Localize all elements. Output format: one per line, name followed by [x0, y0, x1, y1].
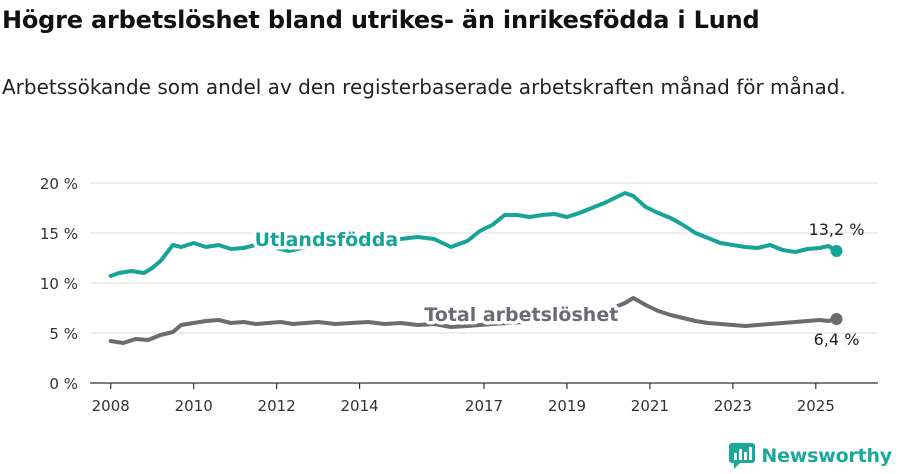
x-tick-label: 2017 [465, 397, 503, 415]
gridlines [90, 182, 878, 334]
y-tick-label: 0 % [49, 375, 78, 393]
x-tick-label: 2025 [797, 397, 835, 415]
x-axis: 2008 2010 2012 2014 2017 2019 2021 2023 2025 [90, 382, 878, 415]
y-tick-label: 20 % [40, 175, 78, 193]
x-tick-label: 2012 [258, 397, 296, 415]
series-labels: 13,2 % 6,4 % Utlandsfödda Total arbetslöshe… [251, 220, 865, 349]
series-annotation: Total arbetslöshet [424, 304, 618, 326]
logo-icon [729, 443, 756, 469]
series-line-utlandsfodda [108, 191, 839, 278]
series-annotation: Utlandsfödda [255, 229, 399, 251]
y-tick-label: 15 % [40, 225, 78, 243]
chart-subtitle: Arbetssökande som andel av den registerb… [2, 75, 846, 99]
series-line-total [108, 296, 839, 345]
x-tick-label: 2008 [92, 397, 130, 415]
x-tick-label: 2021 [631, 397, 669, 415]
chart-title: Högre arbetslöshet bland utrikes- än inr… [2, 6, 760, 34]
newsworthy-logo: Newsworthy [729, 443, 892, 469]
series-end-label: 6,4 % [814, 330, 860, 349]
logo-text: Newsworthy [761, 445, 892, 467]
x-tick-label: 2019 [548, 397, 586, 415]
series-end-label: 13,2 % [809, 220, 865, 239]
y-tick-label: 10 % [40, 275, 78, 293]
x-tick-label: 2014 [340, 397, 378, 415]
series-lines [108, 191, 843, 345]
y-tick-label: 5 % [49, 325, 78, 343]
x-tick-label: 2023 [714, 397, 752, 415]
series-end-marker [830, 245, 843, 257]
series-end-marker [830, 313, 843, 325]
x-tick-label: 2010 [175, 397, 213, 415]
y-axis-ticks: 0 % 5 % 10 % 15 % 20 % [40, 175, 78, 393]
